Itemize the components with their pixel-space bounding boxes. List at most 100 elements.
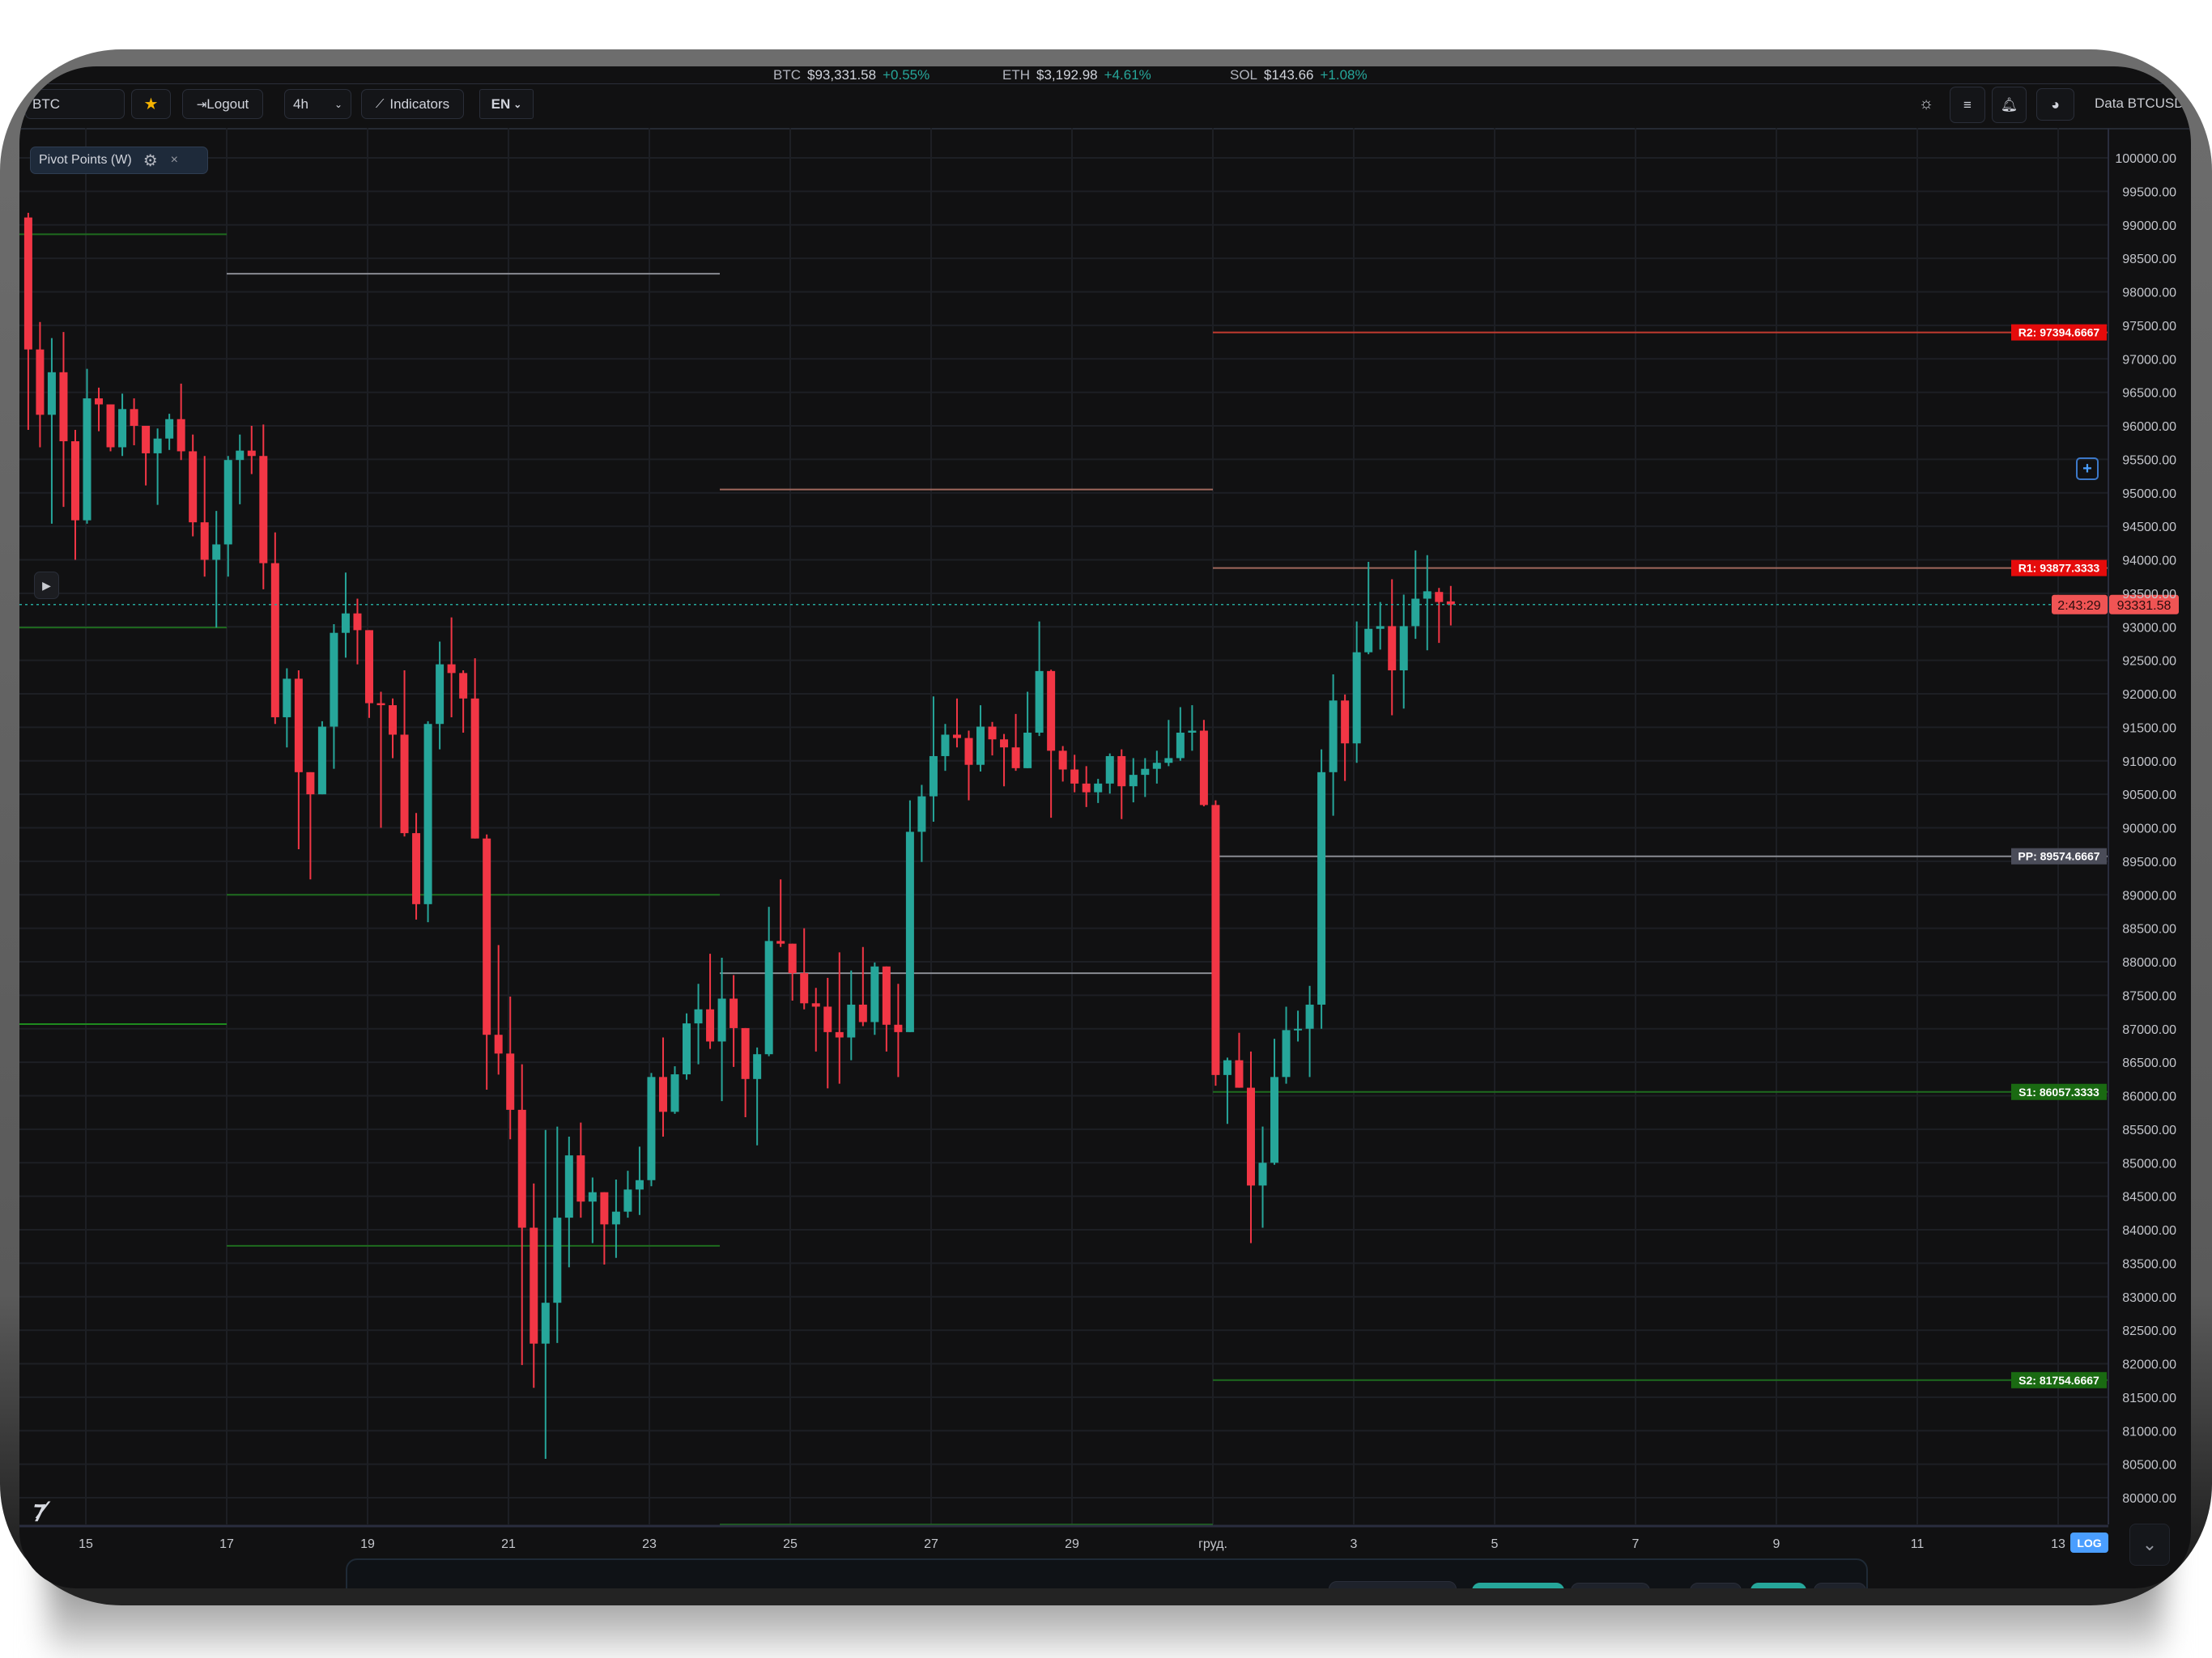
pivot-label-s2: S2: 81754.6667 [2018,1374,2099,1387]
add-button[interactable]: + [2076,457,2099,480]
candle-body [976,726,985,765]
candle [976,705,985,772]
price-tick-label: 96500.00 [2122,387,2176,401]
time-tick-label: груд. [1198,1537,1227,1551]
gear-icon[interactable]: ⚙ [143,151,158,170]
time-tick-label: 5 [1491,1537,1499,1551]
replay-button[interactable]: ▶ [34,572,59,599]
candle [1058,746,1067,782]
indicator-chip-pivot-points[interactable]: Pivot Points (W) ⚙ × [30,147,208,174]
logout-button[interactable]: ⇥ Logout [182,89,263,119]
candle [823,977,832,1089]
candles [23,212,1455,1460]
log-scale-toggle[interactable]: LOG [2070,1533,2108,1553]
candle [436,641,445,750]
candle [1388,579,1397,716]
candle [753,1047,762,1146]
panel-button[interactable] [1814,1583,1866,1588]
candle-body [952,734,961,738]
candle-body [436,664,445,725]
price-tick-label: 92500.00 [2122,655,2176,669]
alerts-button[interactable]: 🔔︎ [1992,87,2027,123]
candle-body [1258,1163,1267,1186]
candle [1270,1039,1279,1165]
ticker-eth[interactable]: ETH $3,192.98 +4.61% [1002,67,1151,83]
language-select[interactable]: EN ⌄ [479,89,534,119]
price-tick-label: 82500.00 [2122,1324,2176,1338]
candle [70,429,79,560]
candle [858,946,867,1027]
panel-button-active[interactable] [1472,1583,1564,1588]
candle [1317,749,1326,1029]
candle [623,1171,632,1218]
candle [576,1122,585,1218]
candle [259,424,268,589]
time-tick-label: 7 [1632,1537,1640,1551]
candle-body [212,544,221,560]
candle [353,598,362,665]
candle-body [1023,732,1032,768]
ticker-sol[interactable]: SOL $143.66 +1.08% [1230,67,1368,83]
sun-icon: ☼ [1918,95,1934,113]
favorite-button[interactable]: ★ [131,89,171,119]
candle-body [1435,592,1444,602]
panel-button[interactable] [1571,1583,1650,1588]
candle-body [23,217,32,350]
price-tick-label: 95500.00 [2122,453,2176,467]
candle-body [811,1003,820,1007]
ticker-symbol: ETH [1002,67,1030,83]
price-tick-label: 100000.00 [2115,152,2176,166]
candle-body [847,1004,856,1038]
candle-body [317,726,326,795]
candle-body [1352,652,1361,744]
ticker-change: +4.61% [1104,67,1151,83]
candle [317,721,326,795]
theme-toggle-button[interactable]: ☼ [1912,89,1940,119]
candle [118,393,127,457]
interval-select[interactable]: 4h ⌄ [284,89,351,119]
time-axis[interactable]: 15 17 19 21 23 25 27 29 груд. 3 5 7 9 11 13 [19,1524,2108,1551]
candle [106,404,115,452]
candle [835,952,844,1084]
collapse-panel-button[interactable]: ⌄ [2129,1524,2170,1566]
candle-body [189,451,198,523]
plus-icon: + [2082,459,2092,478]
chart-pane[interactable]: R2: 97394.6667 R1: 93877.3333 PP: 89574.66… [19,128,2191,1588]
panel-button[interactable] [1329,1581,1457,1588]
candle [658,1037,667,1137]
close-icon[interactable]: × [170,153,178,167]
menu-icon: ≡ [1963,96,1972,113]
ticker-price: $93,331.58 [807,67,877,83]
symbol-search-input[interactable]: BTC [25,89,125,119]
candle-body [177,419,185,452]
candlestick-chart[interactable]: R2: 97394.6667 R1: 93877.3333 PP: 89574.66… [19,128,2191,1588]
price-axis[interactable]: 100000.00 99500.00 99000.00 98500.00 98000.0… [2108,128,2176,1524]
candle [1352,621,1361,763]
price-tick-label: 80000.00 [2122,1492,2176,1506]
toolbar: BTC ★ ⇥ Logout 4h ⌄ ⟋ Indicators EN ⌄ ☼ ≡ 🔔︎… [19,84,2191,130]
portfolio-button[interactable]: ◕ [2036,88,2074,121]
candle-body [753,1054,762,1079]
candle [1164,720,1173,767]
pivot-label-bg [2011,848,2107,865]
candle [964,730,973,801]
candle [1364,561,1373,655]
candle [1188,705,1197,751]
candle-body [683,1023,691,1075]
candle-body [70,441,79,521]
candle [541,1129,550,1460]
panel-button-active[interactable] [1750,1583,1806,1588]
ticker-btc[interactable]: BTC $93,331.58 +0.55% [773,67,929,83]
price-tick-label: 91000.00 [2122,755,2176,769]
candle [611,1179,620,1258]
panel-button[interactable] [1690,1583,1742,1588]
candle [1141,758,1150,797]
log-label: LOG [2077,1536,2102,1550]
candle-body [1411,598,1420,627]
indicators-button[interactable]: ⟋ Indicators [361,89,464,119]
tradingview-logo[interactable]: ⁊⁄ [31,1497,45,1524]
price-tick-label: 88000.00 [2122,956,2176,970]
candle [741,1027,750,1117]
candle [670,1066,679,1114]
menu-button[interactable]: ≡ [1950,87,1985,123]
